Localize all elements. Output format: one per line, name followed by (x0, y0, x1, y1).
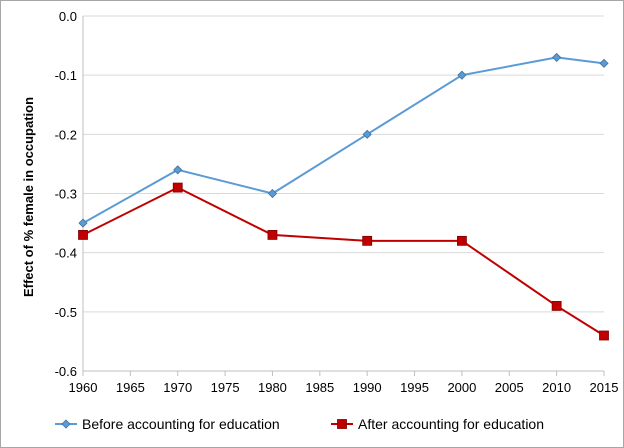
x-tick-label: 1995 (400, 380, 429, 395)
legend-marker (337, 419, 347, 429)
y-axis-title: Effect of % female in occupation (21, 97, 36, 297)
x-tick-label: 1960 (69, 380, 98, 395)
x-tick-label: 1975 (211, 380, 240, 395)
axes (82, 16, 605, 376)
y-tick-label: 0.0 (59, 9, 77, 24)
x-tick-label: 2010 (542, 380, 571, 395)
data-point-1 (267, 188, 278, 199)
data-point-1 (599, 58, 609, 68)
x-tick-label: 1990 (353, 380, 382, 395)
data-point-1 (78, 218, 88, 228)
series-line-2 (82, 186, 605, 337)
y-tick-label: -0.5 (55, 305, 77, 320)
y-tick-labels: 0.0 -0.1 -0.2 -0.3 -0.4 -0.5 -0.6 (55, 9, 77, 379)
data-point-1 (362, 129, 372, 139)
x-tick-labels: 1960 1965 1970 1975 1980 1985 1990 1995 2000 2005… (69, 380, 619, 395)
y-tick-label: -0.6 (55, 364, 77, 379)
x-tick-label: 1985 (305, 380, 334, 395)
y-tick-label: -0.1 (55, 68, 77, 83)
x-tick-label: 1965 (116, 380, 145, 395)
x-tick-label: 2005 (495, 380, 524, 395)
series (78, 52, 609, 341)
data-point-2 (172, 182, 183, 193)
legend-marker (61, 419, 71, 429)
series-line-1 (82, 56, 605, 224)
data-point-2 (457, 235, 467, 246)
data-point-2 (78, 230, 88, 240)
data-point-2 (267, 230, 278, 240)
x-tick-label: 2000 (447, 380, 476, 395)
legend-label: Before accounting for education (82, 416, 280, 432)
y-tick-label: -0.2 (55, 127, 77, 142)
data-point-1 (457, 70, 467, 80)
legend: Before accounting for education After acc… (55, 416, 544, 432)
data-point-2 (551, 301, 562, 311)
legend-label: After accounting for education (358, 416, 544, 432)
x-tick-label: 1970 (163, 380, 192, 395)
data-point-1 (552, 52, 562, 62)
data-point-2 (362, 235, 373, 246)
y-tick-label: -0.4 (55, 246, 77, 261)
x-tick-label: 2015 (590, 380, 619, 395)
data-point-1 (173, 165, 183, 175)
x-tick-label: 1980 (258, 380, 287, 395)
data-point-2 (599, 330, 609, 341)
gridlines (83, 15, 604, 313)
y-tick-label: -0.3 (55, 187, 77, 202)
